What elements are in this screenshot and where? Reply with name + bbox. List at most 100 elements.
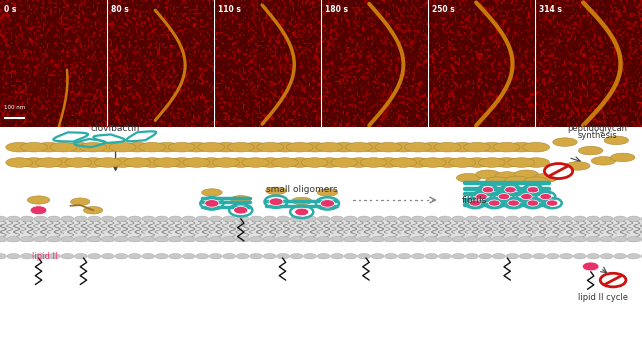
Ellipse shape [277,216,290,221]
Ellipse shape [291,197,312,205]
Ellipse shape [479,254,492,259]
Ellipse shape [371,254,384,259]
Ellipse shape [236,254,249,259]
Ellipse shape [317,189,338,196]
Circle shape [489,200,500,206]
Ellipse shape [209,254,222,259]
Ellipse shape [21,237,33,242]
Ellipse shape [139,142,166,152]
Ellipse shape [236,237,249,242]
Ellipse shape [168,158,195,167]
Ellipse shape [290,216,303,221]
Ellipse shape [331,237,343,242]
Ellipse shape [385,254,397,259]
Ellipse shape [257,158,284,167]
Ellipse shape [493,158,520,167]
Ellipse shape [375,158,402,167]
Ellipse shape [61,216,74,221]
Ellipse shape [155,254,168,259]
Ellipse shape [505,176,529,185]
Ellipse shape [390,158,417,167]
Ellipse shape [142,216,155,221]
Ellipse shape [272,158,299,167]
Ellipse shape [627,216,640,221]
Ellipse shape [614,237,627,242]
Ellipse shape [223,237,236,242]
Ellipse shape [553,138,577,146]
Ellipse shape [479,216,492,221]
Ellipse shape [109,142,136,152]
Bar [0,219,642,242]
Text: 110 s: 110 s [218,5,241,14]
Ellipse shape [546,254,559,259]
Ellipse shape [412,237,424,242]
Circle shape [476,194,487,200]
Ellipse shape [371,237,384,242]
Ellipse shape [213,158,239,167]
Ellipse shape [242,142,269,152]
Ellipse shape [425,254,438,259]
Ellipse shape [88,254,101,259]
Ellipse shape [263,237,276,242]
Ellipse shape [227,158,254,167]
Ellipse shape [464,142,490,152]
Ellipse shape [438,237,451,242]
Ellipse shape [286,142,313,152]
Ellipse shape [301,158,328,167]
Ellipse shape [250,216,263,221]
Ellipse shape [74,237,87,242]
Ellipse shape [124,158,151,167]
Ellipse shape [290,237,303,242]
Ellipse shape [88,216,101,221]
Ellipse shape [48,216,60,221]
Ellipse shape [449,142,476,152]
Circle shape [544,164,573,178]
Ellipse shape [600,237,613,242]
Ellipse shape [317,216,330,221]
Ellipse shape [50,142,77,152]
Ellipse shape [600,216,613,221]
Ellipse shape [242,158,269,167]
Circle shape [508,200,519,206]
Ellipse shape [492,237,505,242]
Ellipse shape [301,142,328,152]
Ellipse shape [398,237,411,242]
Ellipse shape [534,173,558,182]
Ellipse shape [88,237,101,242]
Ellipse shape [304,216,317,221]
Ellipse shape [641,216,642,221]
Ellipse shape [573,237,586,242]
Ellipse shape [479,237,492,242]
Ellipse shape [109,158,136,167]
Ellipse shape [452,237,465,242]
Ellipse shape [223,216,236,221]
Ellipse shape [21,158,48,167]
Ellipse shape [304,254,317,259]
Text: 180 s: 180 s [325,5,348,14]
Ellipse shape [524,177,548,186]
Text: lipid II cycle: lipid II cycle [578,293,629,301]
Ellipse shape [80,158,107,167]
Ellipse shape [345,142,372,152]
Circle shape [521,194,532,200]
Ellipse shape [438,254,451,259]
Ellipse shape [317,237,330,242]
Ellipse shape [34,254,47,259]
Ellipse shape [375,142,402,152]
Ellipse shape [7,216,20,221]
Circle shape [205,200,219,207]
Circle shape [482,187,494,193]
Ellipse shape [449,158,476,167]
Ellipse shape [6,142,33,152]
Ellipse shape [35,158,62,167]
Ellipse shape [331,254,343,259]
Ellipse shape [74,254,87,259]
Ellipse shape [600,254,613,259]
Ellipse shape [519,216,532,221]
Ellipse shape [7,254,20,259]
Ellipse shape [71,198,90,206]
Ellipse shape [627,254,640,259]
Ellipse shape [452,216,465,221]
Ellipse shape [566,162,590,170]
Ellipse shape [492,216,505,221]
